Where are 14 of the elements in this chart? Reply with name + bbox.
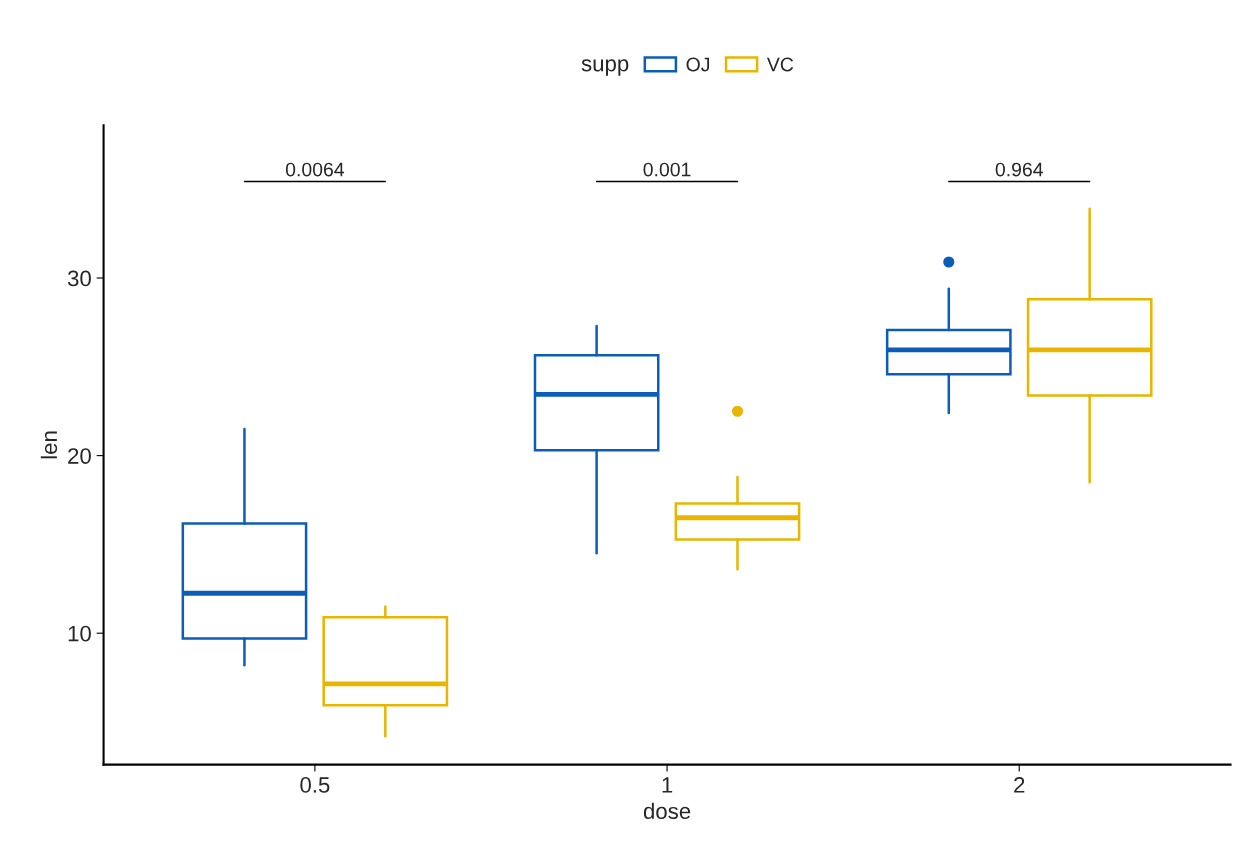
legend-label: OJ (686, 57, 710, 72)
y-tick-label: 20 (68, 448, 91, 464)
legend-title: supp (581, 59, 629, 76)
x-tick-label: 0.5 (300, 777, 330, 793)
x-axis-title: dose (643, 802, 691, 820)
annotation: 0.001 (643, 162, 691, 177)
y-tick-label: 10 (68, 625, 91, 642)
annotation: 0.0064 (285, 162, 345, 177)
x-tick-label: 1 (662, 777, 673, 793)
y-axis-title: len (40, 431, 58, 459)
y-tick-label: 30 (67, 270, 91, 287)
annotation: 0.964 (995, 162, 1043, 177)
x-tick-label: 2 (1014, 777, 1025, 793)
legend-label: VC (766, 57, 794, 72)
